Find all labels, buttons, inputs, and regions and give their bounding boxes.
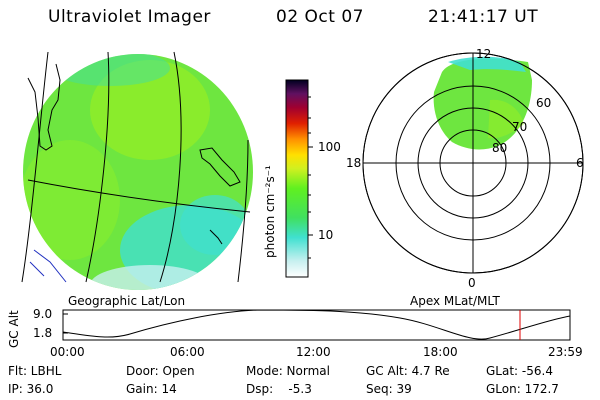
status-glat: GLat: -56.4 <box>486 364 553 378</box>
time-tick-1200: 12:00 <box>296 345 331 359</box>
time-tick-0600: 06:00 <box>170 345 205 359</box>
mlt-label-0: 0 <box>468 276 476 290</box>
apex-label: Apex MLat/MLT <box>410 294 500 308</box>
status-seq: Seq: 39 <box>366 382 412 396</box>
colorbar-tick-100: 100 <box>318 140 341 154</box>
altitude-ytick-max: 9.0 <box>33 307 53 321</box>
mlt-label-12: 12 <box>476 47 492 61</box>
time-tick-1800: 18:00 <box>423 345 458 359</box>
mlat-label-60: 60 <box>536 96 552 110</box>
mlt-label-6: 6 <box>576 156 584 170</box>
colorbar-unit-label: photon cm⁻²s⁻¹ <box>263 165 277 258</box>
status-door: Door: Open <box>126 364 195 378</box>
mlt-label-18: 18 <box>346 156 362 170</box>
altitude-plot <box>62 309 571 341</box>
geographic-image <box>21 51 253 290</box>
mlat-label-70: 70 <box>512 120 528 134</box>
colorbar <box>285 79 313 278</box>
altitude-ytick-min: 1.8 <box>33 326 53 340</box>
polar-plot <box>362 52 584 274</box>
colorbar-tick-10: 10 <box>318 228 334 242</box>
status-gain: Gain: 14 <box>126 382 177 396</box>
time-label: 21:41:17 UT <box>428 7 539 27</box>
status-mode: Mode: Normal <box>246 364 330 378</box>
status-dsp: Dsp: -5.3 <box>246 382 312 396</box>
altitude-ylabel: GC Alt <box>7 310 21 348</box>
mlat-label-80: 80 <box>492 141 508 155</box>
status-flt: Flt: LBHL <box>8 364 62 378</box>
status-glon: GLon: 172.7 <box>486 382 559 396</box>
status-gcalt: GC Alt: 4.7 Re <box>366 364 450 378</box>
status-ip: IP: 36.0 <box>8 382 54 396</box>
date-label: 02 Oct 07 <box>276 7 364 27</box>
time-tick-0000: 00:00 <box>50 345 85 359</box>
instrument-title: Ultraviolet Imager <box>48 7 211 27</box>
time-tick-2359: 23:59 <box>548 345 583 359</box>
geographic-label: Geographic Lat/Lon <box>68 294 186 308</box>
